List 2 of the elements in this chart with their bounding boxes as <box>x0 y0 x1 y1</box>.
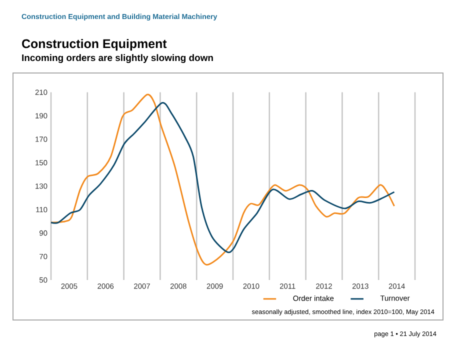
chart-subtitle: Incoming orders are slightly slowing down <box>22 54 213 63</box>
chart-title: Construction Equipment <box>22 38 167 51</box>
